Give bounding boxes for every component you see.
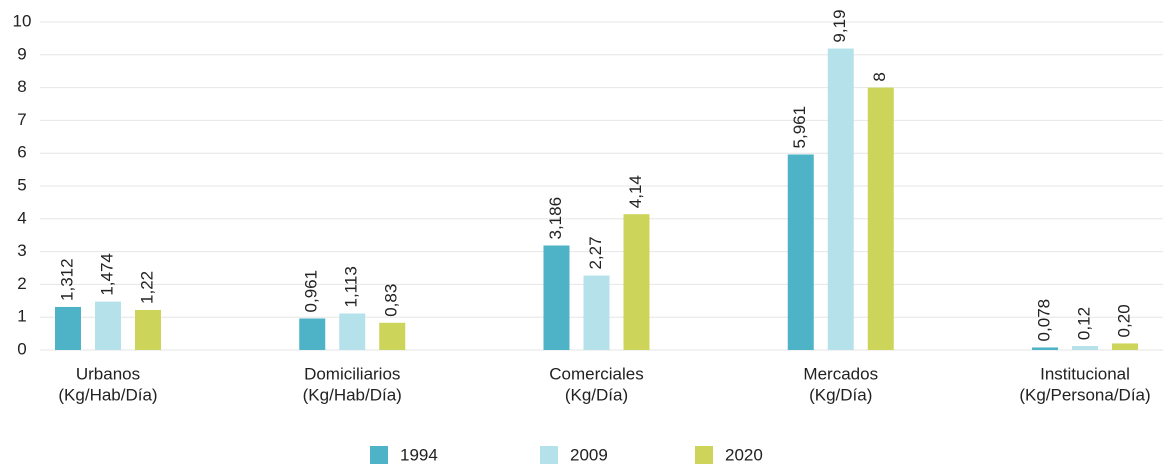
bar [867, 87, 894, 350]
bar [1072, 346, 1098, 350]
x-tick-label: Comerciales [549, 364, 643, 383]
data-label: 1,312 [57, 258, 76, 301]
y-tick-label: 3 [17, 241, 26, 260]
data-label: 4,14 [626, 175, 645, 208]
y-tick-label: 8 [17, 77, 26, 96]
data-label: 2,27 [586, 236, 605, 269]
legend-label: 1994 [400, 445, 438, 464]
bar [379, 322, 406, 350]
y-tick-label: 1 [17, 307, 26, 326]
data-label: 5,961 [790, 106, 809, 149]
legend-label: 2009 [570, 445, 608, 464]
data-label: 0,20 [1114, 304, 1133, 337]
y-tick-label: 5 [17, 175, 26, 194]
legend-swatch [695, 446, 713, 464]
bar [299, 318, 326, 350]
y-tick-label: 10 [13, 11, 32, 30]
bar [623, 214, 650, 350]
bar [339, 313, 366, 350]
x-tick-label: (Kg/Hab/Día) [303, 385, 402, 404]
data-label: 3,186 [546, 197, 565, 240]
bar [1032, 347, 1058, 350]
y-tick-label: 9 [17, 44, 26, 63]
x-tick-label: Mercados [803, 364, 878, 383]
x-tick-label: (Kg/Día) [565, 385, 628, 404]
x-tick-label: (Kg/Persona/Día) [1019, 385, 1150, 404]
bar [1112, 343, 1138, 350]
data-label: 1,113 [342, 266, 361, 307]
bar [55, 306, 81, 350]
y-tick-label: 0 [17, 339, 26, 358]
data-label: 0,83 [382, 284, 401, 317]
legend-swatch [540, 446, 558, 464]
x-tick-label: Urbanos [76, 364, 140, 383]
bar [787, 154, 814, 350]
data-label: 8 [870, 72, 889, 81]
data-label: 0,961 [302, 270, 321, 313]
y-tick-label: 6 [17, 143, 26, 162]
legend-swatch [370, 446, 388, 464]
data-label: 1,22 [137, 271, 156, 304]
x-tick-label: (Kg/Hab/Día) [58, 385, 157, 404]
bar [543, 245, 570, 350]
data-label: 0,078 [1034, 299, 1053, 342]
x-tick-label: Domiciliarios [304, 364, 400, 383]
x-tick-label: (Kg/Día) [809, 385, 872, 404]
bar [583, 275, 610, 350]
data-label: 0,12 [1074, 307, 1093, 340]
bar [135, 309, 161, 350]
y-tick-label: 4 [17, 208, 26, 227]
bar [827, 48, 854, 351]
legend-label: 2020 [725, 445, 763, 464]
y-tick-label: 2 [17, 274, 26, 293]
data-label: 1,474 [97, 253, 116, 296]
bar [95, 301, 121, 350]
x-tick-label: Institucional [1040, 364, 1130, 383]
y-tick-label: 7 [17, 110, 26, 129]
data-label: 9,19 [830, 9, 849, 42]
